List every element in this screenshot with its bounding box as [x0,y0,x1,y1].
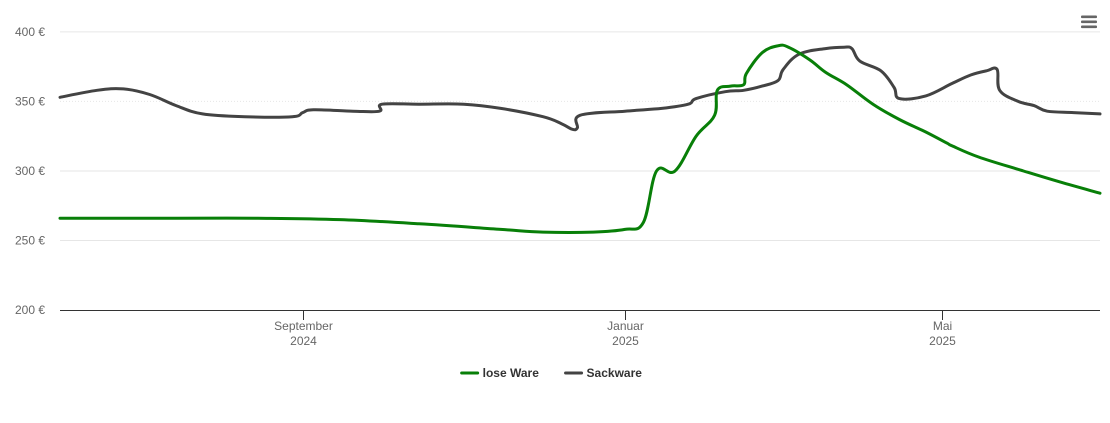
legend-label-sackware: Sackware [587,366,643,380]
x-tick-label-month-2: Mai [933,319,952,333]
x-tick-label-year-0: 2024 [290,334,317,348]
chart-menu-button[interactable] [1076,10,1102,34]
legend: lose Ware Sackware [460,366,643,380]
hamburger-menu-icon [1081,15,1097,29]
x-tick-label-month-0: September [274,319,333,333]
y-axis: 200 € 250 € 300 € 350 € 400 € [15,25,45,317]
y-tick-label-200: 200 € [15,303,45,317]
legend-label-lose-ware: lose Ware [483,366,540,380]
plot-area [58,43,1102,234]
x-tick-label-month-1: Januar [607,319,644,333]
x-tick-label-year-1: 2025 [612,334,639,348]
series-line-sackware [58,45,1102,132]
y-tick-label-250: 250 € [15,233,45,247]
gridlines [60,31,1100,241]
y-tick-label-400: 400 € [15,25,45,39]
y-tick-label-350: 350 € [15,94,45,108]
x-tick-label-year-2: 2025 [929,334,956,348]
series-line-lose-ware [58,43,1102,234]
y-tick-label-300: 300 € [15,164,45,178]
